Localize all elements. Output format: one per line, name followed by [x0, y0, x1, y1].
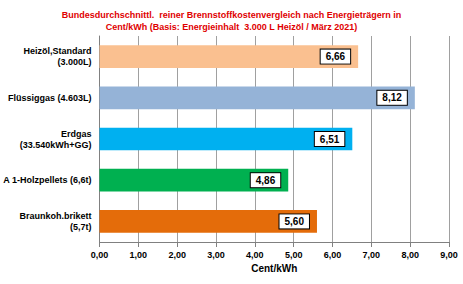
svg-text:Braunkoh.brikett: Braunkoh.brikett	[19, 211, 91, 221]
svg-text:7,00: 7,00	[363, 250, 381, 260]
svg-text:Bundesdurchschnittl. reiner B: Bundesdurchschnittl. reiner Brennstoffko…	[62, 10, 402, 20]
svg-text:6,51: 6,51	[320, 134, 340, 145]
svg-text:6,00: 6,00	[324, 250, 342, 260]
svg-text:1,00: 1,00	[130, 250, 148, 260]
svg-text:Cent/kWh: Cent/kWh	[251, 263, 297, 274]
svg-text:Flüssiggas (4.603L): Flüssiggas (4.603L)	[8, 93, 92, 103]
svg-text:8,00: 8,00	[401, 250, 419, 260]
svg-text:5,00: 5,00	[285, 250, 303, 260]
svg-text:2,00: 2,00	[168, 250, 186, 260]
svg-text:Heizöl,Standard: Heizöl,Standard	[23, 46, 91, 56]
svg-text:Erdgas: Erdgas	[61, 129, 92, 139]
svg-text:5,60: 5,60	[285, 216, 305, 227]
svg-text:6,66: 6,66	[326, 51, 346, 62]
svg-text:Cent/kWh (Basis: Energieinhalt: Cent/kWh (Basis: Energieinhalt 3.000 L H…	[106, 22, 357, 32]
svg-text:(33.540kWh+GG): (33.540kWh+GG)	[20, 140, 92, 150]
svg-text:0,00: 0,00	[91, 250, 109, 260]
svg-text:4,86: 4,86	[256, 175, 276, 186]
svg-text:A 1-Holzpellets (6,6t): A 1-Holzpellets (6,6t)	[3, 175, 91, 185]
svg-text:(5,7t): (5,7t)	[70, 222, 92, 232]
svg-text:3,00: 3,00	[207, 250, 225, 260]
svg-text:9,00: 9,00	[440, 250, 458, 260]
svg-text:(3.000L): (3.000L)	[57, 57, 91, 67]
svg-text:4,00: 4,00	[246, 250, 264, 260]
svg-text:8,12: 8,12	[382, 92, 402, 103]
